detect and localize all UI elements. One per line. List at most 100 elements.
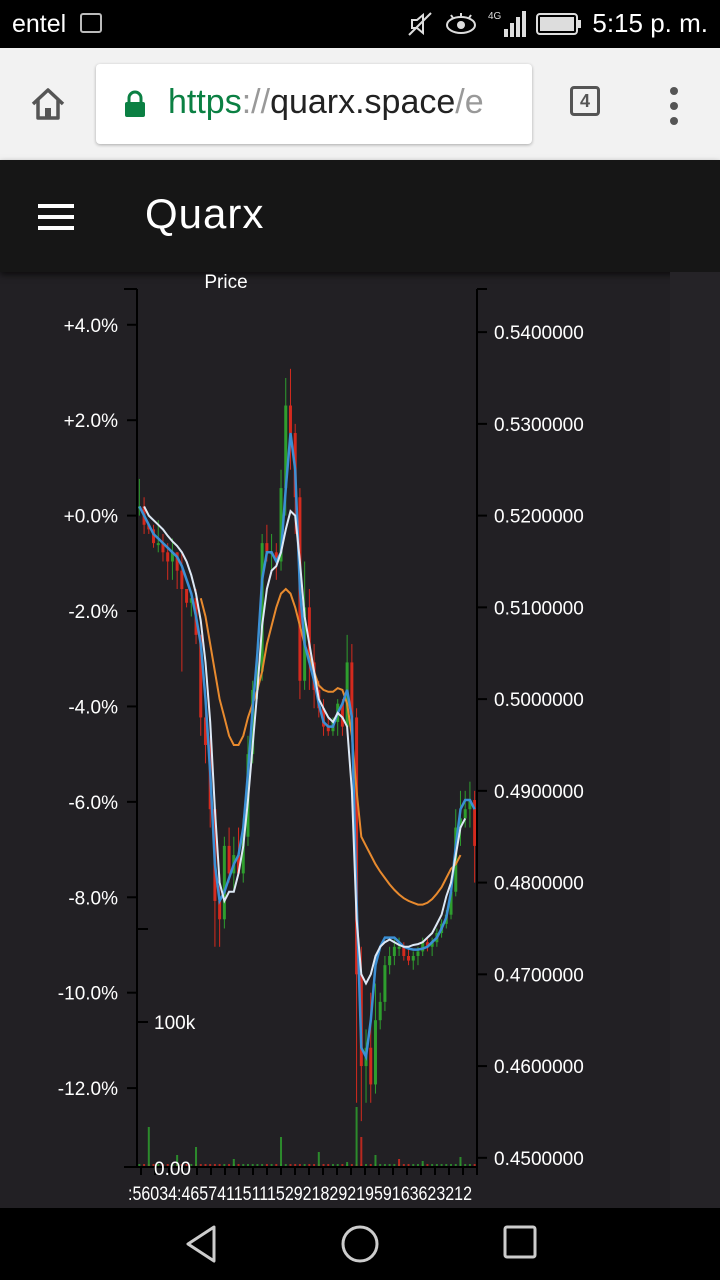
volume-bar <box>161 1164 164 1167</box>
candle-body <box>237 855 241 874</box>
volume-bar <box>407 1164 410 1167</box>
volume-bar <box>147 1127 150 1167</box>
volume-bar <box>246 1164 249 1167</box>
candle-body <box>152 529 156 544</box>
volume-bar <box>204 1164 207 1167</box>
volume-bar <box>435 1164 438 1167</box>
menu-icon[interactable] <box>38 204 74 230</box>
left-tick-label: -4.0% <box>68 697 118 718</box>
right-tick-label: 0.5100000 <box>494 598 584 619</box>
volume-bar <box>195 1147 198 1167</box>
signal-icon: 4G <box>488 10 527 37</box>
volume-bar <box>398 1159 401 1167</box>
left-tick-label: -6.0% <box>68 793 118 814</box>
volume-bar <box>350 1164 353 1167</box>
candle-body <box>373 1020 377 1085</box>
volume-bar <box>284 1164 287 1167</box>
volume-bars <box>138 1107 476 1167</box>
url-text: https://quarx.space/e <box>168 83 484 122</box>
volume-bar <box>190 1164 193 1167</box>
candle-body <box>260 543 264 672</box>
right-tick-label: 0.5400000 <box>494 323 584 344</box>
image-notification-icon <box>80 13 102 33</box>
candle-body <box>274 552 278 562</box>
ma-white-line <box>143 505 467 986</box>
candle-body <box>350 662 354 718</box>
url-host: quarx.space <box>270 83 456 121</box>
volume-bar <box>143 1164 146 1167</box>
candle-body <box>421 942 425 952</box>
left-tick-label: -12.0% <box>58 1079 118 1100</box>
volume-bar <box>308 1164 311 1167</box>
volume-bar <box>166 1164 169 1167</box>
candle-body <box>218 900 222 920</box>
status-icons: 4G 5:15 p. m. <box>406 8 708 39</box>
address-bar[interactable]: https://quarx.space/e <box>96 64 532 144</box>
tab-switcher-button[interactable]: 4 <box>570 86 600 116</box>
volume-bar <box>171 1164 174 1167</box>
left-tick-label: +0.0% <box>64 507 119 528</box>
right-tick-label: 0.5000000 <box>494 690 584 711</box>
volume-bar <box>289 1164 292 1167</box>
left-tick-label: +2.0% <box>64 411 119 432</box>
more-options-icon[interactable] <box>668 86 680 126</box>
candle-body <box>265 543 269 553</box>
right-tick-label: 0.4900000 <box>494 782 584 803</box>
volume-bar <box>218 1164 221 1167</box>
candle-body <box>156 543 160 546</box>
volume-bar <box>416 1164 419 1167</box>
volume-bar <box>393 1164 396 1167</box>
candle-body <box>468 800 472 810</box>
volume-bar <box>261 1164 264 1167</box>
candle-body <box>189 598 193 603</box>
app-header: Quarx <box>0 160 720 272</box>
candle-body <box>463 809 467 819</box>
volume-bar <box>251 1164 254 1167</box>
recents-icon[interactable] <box>502 1224 538 1260</box>
candle-body <box>388 955 392 966</box>
volume-tick-0: 0.00 <box>154 1159 191 1180</box>
candle-body <box>185 589 189 603</box>
volume-bar <box>468 1164 471 1167</box>
candle-body <box>397 946 401 949</box>
price-chart[interactable]: +4.0% +2.0% +0.0% -2.0% -4.0% -6.0% -8.0% -10.0… <box>0 272 670 1208</box>
volume-bar <box>280 1137 283 1167</box>
lock-icon <box>125 90 145 117</box>
candle-body <box>369 1047 373 1085</box>
candles <box>137 368 477 1122</box>
volume-bar <box>379 1164 382 1167</box>
candle-body <box>203 717 207 745</box>
volume-bar <box>152 1164 155 1167</box>
volume-bar <box>327 1164 330 1167</box>
right-tick-label: 0.5300000 <box>494 415 584 436</box>
volume-bar <box>294 1164 297 1167</box>
home-icon[interactable] <box>28 84 68 124</box>
volume-bar <box>275 1164 278 1167</box>
candle-body <box>355 717 359 975</box>
volume-bar <box>360 1137 363 1167</box>
status-time: 5:15 p. m. <box>592 8 708 38</box>
volume-bar <box>223 1164 226 1167</box>
candle-body <box>473 800 477 846</box>
left-tick-label: -2.0% <box>68 602 118 623</box>
candle-body <box>279 488 283 562</box>
android-nav-bar <box>0 1208 720 1280</box>
carrier-name: entel <box>12 10 67 38</box>
volume-bar <box>412 1164 415 1167</box>
volume-bar <box>298 1164 301 1167</box>
candle-body <box>166 552 170 562</box>
volume-bar <box>313 1164 316 1167</box>
volume-bar <box>355 1107 358 1167</box>
browser-toolbar: https://quarx.space/e 4 <box>0 48 720 160</box>
back-icon[interactable] <box>184 1224 218 1264</box>
candle-body <box>180 570 184 590</box>
volume-bar <box>270 1164 273 1167</box>
axes: +4.0% +2.0% +0.0% -2.0% -4.0% -6.0% -8.0% -10.0… <box>58 288 584 1175</box>
candle-body <box>175 552 179 571</box>
volume-bar <box>199 1164 202 1167</box>
volume-bar <box>402 1164 405 1167</box>
url-scheme: https <box>168 83 242 121</box>
volume-bar <box>209 1164 212 1167</box>
x-axis-labels: :56034:465741151115292182921959163623212 <box>128 1184 472 1205</box>
home-circle-icon[interactable] <box>340 1224 380 1264</box>
